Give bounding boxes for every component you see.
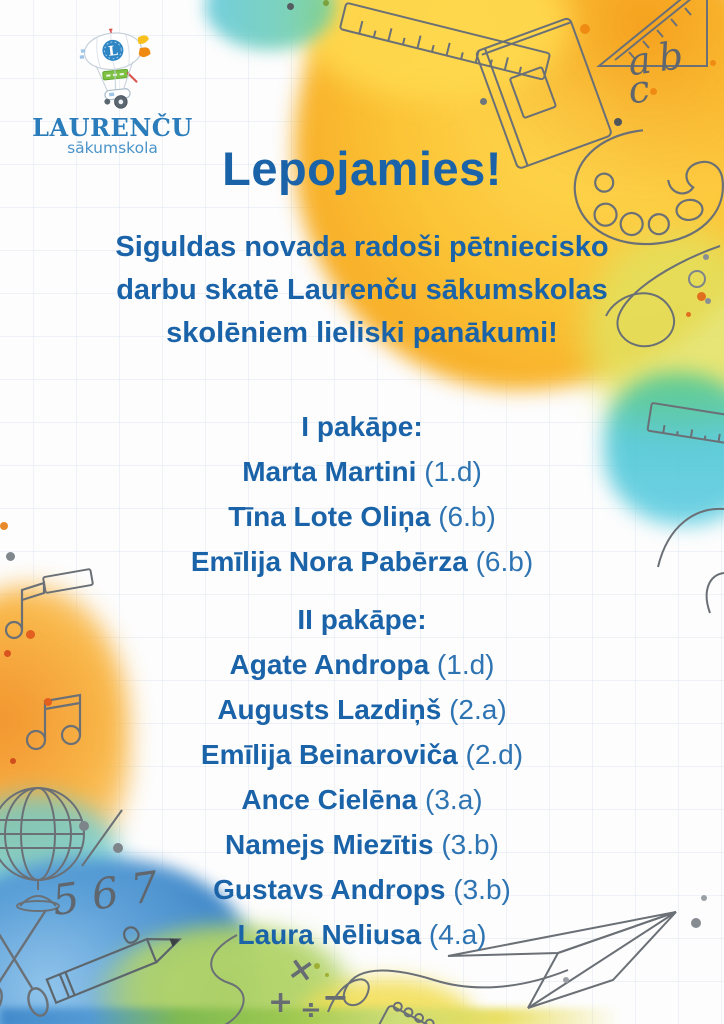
subtitle-line: skolēniem lieliski panākumi! [166, 317, 558, 349]
student-class: (3.b) [453, 874, 511, 905]
poster-subtitle: Siguldas novada radoši pētniecisko darbu… [0, 226, 724, 355]
award-entry: Emīlija Nora Pabērza (6.b) [0, 539, 724, 584]
student-class: (3.a) [425, 784, 483, 815]
award-entry: Tīna Lote Oliņa (6.b) [0, 494, 724, 539]
student-class: (2.d) [465, 739, 524, 770]
student-name: Namejs Miezītis [225, 829, 434, 860]
award-entry: Marta Martini (1.d) [0, 449, 724, 494]
student-class: (2.a) [449, 694, 507, 725]
student-class: (6.b) [475, 546, 534, 577]
student-name: Ance Cielēna [241, 784, 418, 815]
award-entry: Augusts Lazdiņš (2.a) [0, 687, 724, 732]
subtitle-line: Siguldas novada radoši pētniecisko [115, 231, 609, 263]
student-name: Emīlija Nora Pabērza [190, 546, 468, 577]
logo-subtitle: sākumskola [67, 139, 158, 158]
balloon-letter: L [107, 43, 119, 60]
student-name: Laura Nēliusa [237, 919, 422, 950]
student-class: (1.d) [424, 456, 482, 487]
dot [6, 552, 15, 561]
school-logo: L LAURENČU sākumskola [30, 26, 195, 157]
student-name: Tīna Lote Oliņa [228, 501, 431, 532]
section-grade-1: I pakāpe: Marta Martini (1.d) Tīna Lote … [0, 404, 724, 584]
award-entry: Emīlija Beinaroviča (2.d) [0, 732, 724, 777]
award-entry: Namejs Miezītis (3.b) [0, 822, 724, 867]
student-name: Emīlija Beinaroviča [200, 739, 458, 770]
splatter-dot [0, 522, 8, 530]
student-class: (4.a) [428, 919, 487, 950]
student-name: Augusts Lazdiņš [217, 694, 442, 725]
subtitle-line: darbu skatē Laurenču sākumskolas [116, 274, 608, 306]
award-entry: Laura Nēliusa (4.a) [0, 912, 724, 957]
student-name: Marta Martini [242, 456, 417, 487]
student-name: Agate Andropa [229, 649, 430, 680]
award-entry: Gustavs Androps (3.b) [0, 867, 724, 912]
section-grade-2: II pakāpe: Agate Andropa (1.d) Augusts L… [0, 597, 724, 957]
page-title: Lepojamies! [222, 142, 502, 195]
student-class: (3.b) [441, 829, 499, 860]
dot [691, 918, 701, 928]
student-class: (1.d) [436, 649, 495, 680]
student-class: (6.b) [438, 501, 496, 532]
airship-icon: L [79, 28, 150, 109]
award-entry: Agate Andropa (1.d) [0, 642, 724, 687]
section-heading: I pakāpe: [301, 411, 423, 442]
award-entry: Ance Cielēna (3.a) [0, 777, 724, 822]
student-name: Gustavs Androps [213, 874, 446, 905]
section-heading: II pakāpe: [297, 604, 427, 635]
logo-title: LAURENČU [32, 113, 193, 142]
dot [701, 895, 707, 901]
